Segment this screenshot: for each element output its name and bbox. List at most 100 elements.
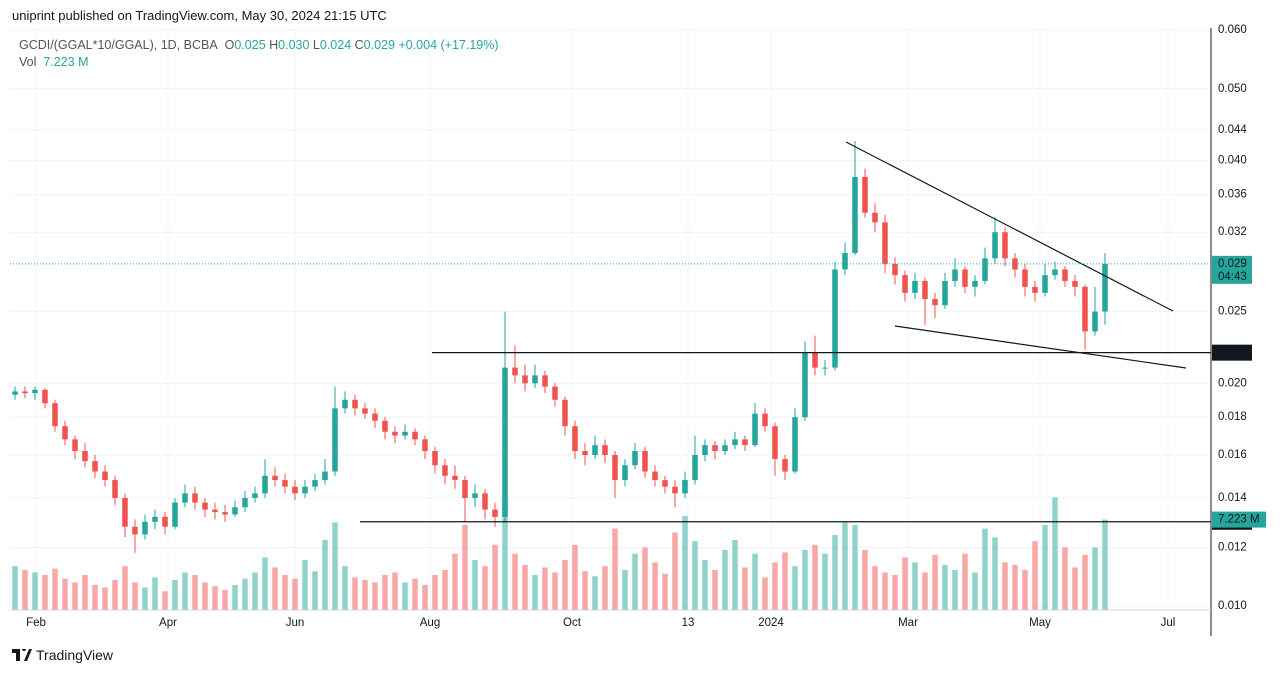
- candle-body: [312, 480, 318, 487]
- candle-body: [332, 408, 338, 472]
- volume-bar: [962, 553, 968, 610]
- y-tick-label: 0.014: [1218, 492, 1247, 504]
- level-label-bg: [1212, 344, 1252, 361]
- candle-body: [482, 493, 488, 510]
- candle-body: [432, 451, 438, 466]
- candle-body: [782, 459, 788, 472]
- y-tick-label: 0.044: [1218, 124, 1247, 136]
- volume-bar: [182, 572, 188, 610]
- candle-body: [452, 475, 458, 481]
- volume-bar: [982, 528, 988, 610]
- volume-bar: [882, 572, 888, 610]
- volume-bar: [892, 574, 898, 610]
- level-label: 0.022: [1218, 347, 1247, 359]
- candle-body: [222, 512, 228, 515]
- candle-body: [232, 507, 238, 515]
- candle-body: [442, 465, 448, 476]
- volume-bar: [572, 544, 578, 610]
- volume-label: 7.223 M: [1218, 514, 1260, 526]
- volume-bar: [322, 539, 328, 610]
- volume-bar: [752, 553, 758, 610]
- countdown: 04:43: [1218, 271, 1247, 283]
- candle-body: [662, 480, 668, 487]
- volume-bar: [372, 582, 378, 610]
- volume-bar: [952, 569, 958, 610]
- candle-body: [402, 431, 408, 436]
- x-tick-label: 13: [682, 617, 695, 629]
- candle-body: [592, 445, 598, 456]
- volume-bar: [162, 591, 168, 610]
- candle-body: [492, 509, 498, 517]
- volume-bar: [462, 524, 468, 610]
- candle-body: [832, 269, 838, 368]
- candle-body: [1022, 269, 1028, 287]
- candle-body: [622, 465, 628, 481]
- candle-body: [362, 408, 368, 414]
- volume-bar: [542, 567, 548, 610]
- volume-bar: [212, 586, 218, 610]
- candle-body: [172, 502, 178, 527]
- candle-body: [182, 493, 188, 503]
- volume-bar: [632, 553, 638, 610]
- candle-body: [102, 471, 108, 481]
- symbol-row: GCDI/(GGAL*10/GGAL), 1D, BCBA O0.025 H0.…: [19, 37, 499, 54]
- volume-bar: [1102, 519, 1108, 610]
- trendline: [894, 325, 1187, 369]
- candle-body: [392, 431, 398, 436]
- volume-bar: [1092, 547, 1098, 610]
- volume-bar: [562, 559, 568, 610]
- y-tick-label: 0.032: [1218, 226, 1247, 238]
- logo: [12, 649, 32, 661]
- volume-bar: [742, 567, 748, 610]
- candle-body: [142, 521, 148, 535]
- candle-body: [502, 367, 508, 517]
- volume-bar: [842, 522, 848, 610]
- volume-bar: [792, 566, 798, 610]
- candle-body: [862, 176, 868, 213]
- candle-body: [1062, 269, 1068, 281]
- volume-bar: [1062, 547, 1068, 610]
- volume-bar: [602, 566, 608, 610]
- volume-bar: [852, 524, 858, 610]
- volume-bar: [1072, 567, 1078, 610]
- candle-body: [42, 389, 48, 404]
- candle-body: [802, 352, 808, 418]
- candle-body: [972, 280, 978, 287]
- x-tick-label: Jul: [1161, 617, 1176, 629]
- volume-bar: [1042, 524, 1048, 610]
- candle-body: [62, 426, 68, 440]
- volume-bar: [592, 576, 598, 610]
- volume-bar: [1012, 564, 1018, 610]
- volume-bar: [772, 562, 778, 610]
- volume-bar: [832, 534, 838, 610]
- candle-body: [112, 480, 118, 498]
- candle-body: [602, 445, 608, 456]
- volume-bar: [762, 577, 768, 610]
- volume-bar: [812, 544, 818, 610]
- candle-body: [512, 367, 518, 376]
- y-tick-label: 0.025: [1218, 306, 1247, 318]
- volume-bar: [782, 552, 788, 610]
- x-tick-label: Aug: [420, 617, 440, 629]
- candle-body: [552, 386, 558, 400]
- volume-bar: [312, 571, 318, 610]
- candle-body: [462, 480, 468, 498]
- candle-body: [292, 486, 298, 494]
- volume-bar: [672, 532, 678, 610]
- candle-body: [632, 451, 638, 466]
- candle-body: [892, 263, 898, 276]
- ohlc-value: 0.029: [363, 38, 395, 52]
- candle-body: [252, 493, 258, 498]
- candle-body: [542, 375, 548, 387]
- candle-body: [932, 298, 938, 306]
- volume-bar: [22, 569, 28, 610]
- volume-bar: [1022, 569, 1028, 610]
- candle-body: [582, 451, 588, 456]
- volume-bar: [92, 584, 98, 610]
- candle-body: [722, 445, 728, 452]
- candle-body: [822, 367, 828, 369]
- candle-body: [522, 375, 528, 384]
- volume-label-bg: [1212, 511, 1266, 528]
- volume-bar: [352, 577, 358, 610]
- candle-body: [1072, 280, 1078, 287]
